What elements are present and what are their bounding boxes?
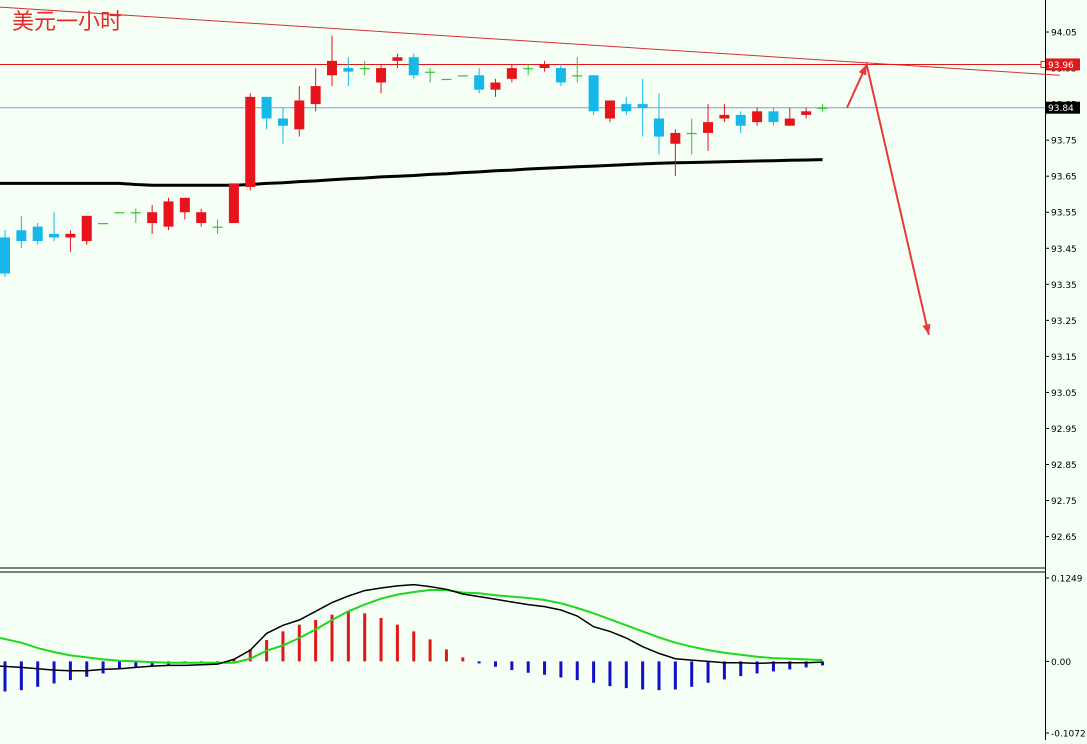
price-tick-label: 93.15 — [1051, 353, 1077, 363]
macd-line — [0, 583, 823, 672]
candle-body — [130, 212, 141, 214]
candle-body — [81, 215, 92, 242]
candle-body — [654, 118, 664, 137]
candle-body — [490, 82, 501, 90]
price-tick-label: 93.65 — [1051, 173, 1077, 183]
price-tag-red: 93.96 — [1048, 61, 1074, 71]
candle-body — [457, 75, 468, 77]
candle-body — [801, 111, 812, 115]
candle-body — [114, 212, 125, 214]
candle-body — [441, 78, 452, 81]
candle-body — [49, 233, 60, 238]
candle-body — [179, 197, 190, 213]
resistance-trendline — [0, 6, 1060, 76]
price-tag-red-bg — [1046, 58, 1080, 71]
moving-average-line — [0, 158, 823, 187]
candle-body — [65, 233, 76, 238]
candle-body — [637, 104, 648, 108]
macd-tick-label: 0.1249 — [1051, 575, 1083, 585]
candle-body — [752, 111, 763, 123]
price-tick-label: 92.75 — [1051, 497, 1077, 507]
candle-body — [474, 75, 485, 90]
candle-body — [621, 104, 632, 112]
candle-body — [735, 114, 746, 126]
candle-body — [425, 71, 436, 73]
price-tick-label: 93.25 — [1051, 317, 1077, 327]
candle-body — [163, 201, 174, 227]
candle-body — [703, 122, 714, 133]
candle-body — [343, 68, 354, 72]
candle-body — [327, 60, 337, 76]
candle-body — [261, 96, 272, 119]
candle-body — [212, 226, 223, 228]
candle-body — [294, 100, 305, 130]
macd-pane — [0, 583, 824, 692]
price-tick-label: 94.05 — [1051, 29, 1077, 39]
candle-body — [506, 68, 517, 79]
candle-body — [555, 68, 566, 83]
price-axis: 94.0593.9593.8593.7593.6593.5593.4593.35… — [1045, 0, 1086, 740]
candle-body — [572, 75, 583, 77]
price-tick-label: 92.95 — [1051, 425, 1077, 435]
candle-body — [523, 68, 534, 70]
candle-body — [196, 212, 207, 224]
candle-body — [98, 223, 109, 225]
candle-body — [359, 68, 370, 70]
macd-tick-label: 0.00 — [1051, 658, 1071, 668]
candle-body — [32, 226, 43, 242]
candle-body — [539, 64, 550, 69]
candle-body — [408, 57, 419, 76]
price-tick-label: 93.05 — [1051, 389, 1077, 399]
price-tag-black: 93.84 — [1048, 104, 1074, 114]
candle-body — [277, 118, 288, 126]
projection-arrow-up — [858, 64, 867, 76]
candle-body — [0, 237, 10, 274]
candle-body — [310, 86, 321, 105]
candle-body — [228, 183, 239, 224]
price-tick-label: 92.85 — [1051, 461, 1077, 471]
projection-arrow-down — [922, 323, 931, 335]
candle-body — [245, 96, 256, 187]
candle-body — [147, 212, 158, 224]
price-tag-black-bg — [1046, 101, 1080, 114]
price-tick-label: 92.65 — [1051, 533, 1077, 543]
candle-body — [604, 100, 615, 119]
price-tick-label: 93.45 — [1051, 245, 1077, 255]
candle-body — [16, 230, 27, 242]
candle-body — [817, 107, 828, 109]
price-tick-label: 93.55 — [1051, 209, 1077, 219]
candle-body — [392, 57, 403, 61]
candle-body — [670, 132, 681, 144]
candle-body — [376, 68, 387, 83]
chart-title: 美元一小时 — [12, 10, 123, 35]
price-tick-label: 93.35 — [1051, 281, 1077, 291]
signal-line — [0, 589, 823, 664]
candle-body — [588, 75, 599, 112]
price-tick-label: 93.75 — [1051, 137, 1077, 147]
candle-body — [784, 118, 795, 126]
macd-tick-label: -0.1072 — [1051, 730, 1086, 740]
candle-body — [768, 111, 779, 123]
candle-body — [686, 132, 697, 135]
candle-body — [719, 114, 730, 119]
